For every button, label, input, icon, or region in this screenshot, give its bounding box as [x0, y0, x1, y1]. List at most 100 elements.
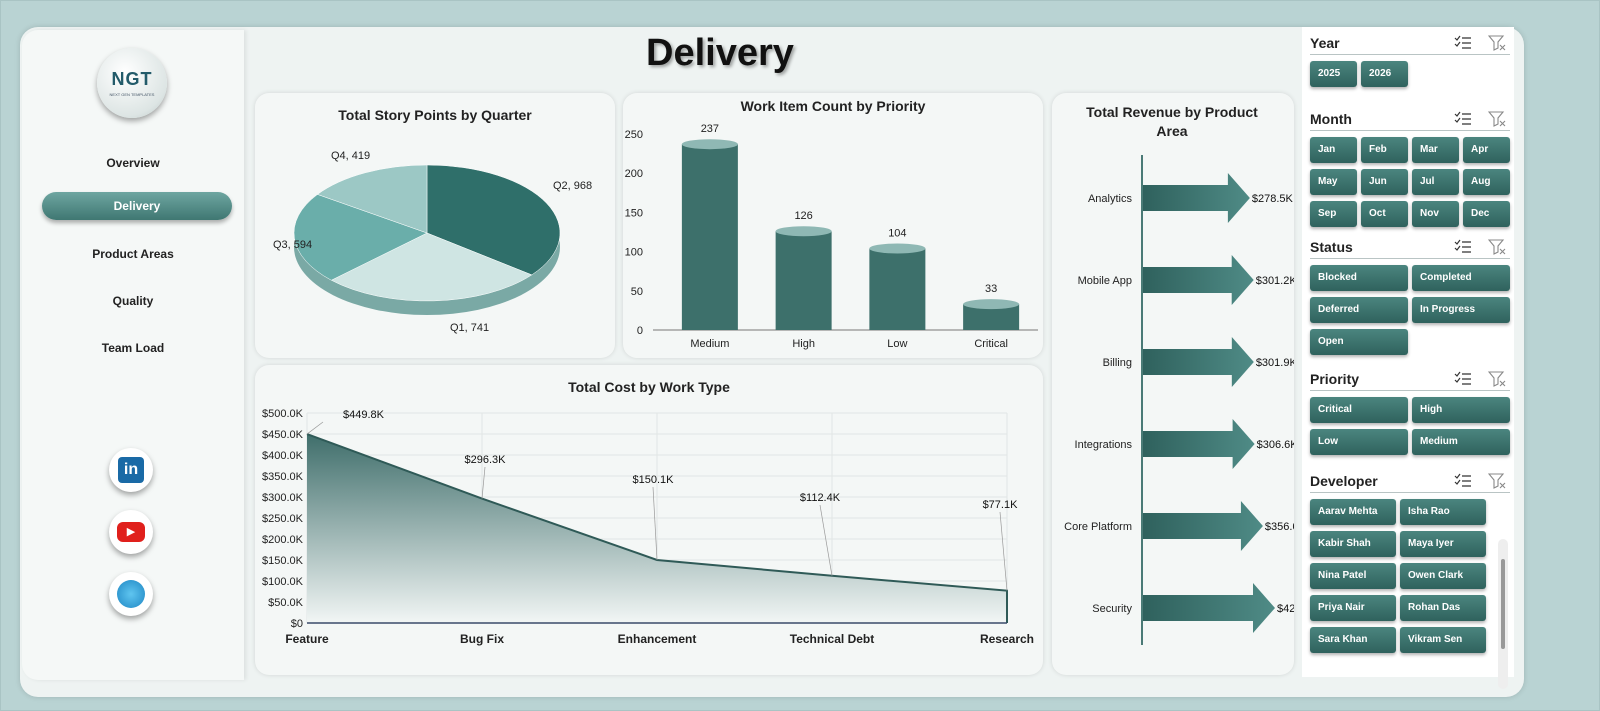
clear-filter-icon[interactable]: [1488, 35, 1506, 51]
y-tick-label: $500.0K: [262, 408, 304, 420]
revenue-arrow-billing: [1143, 337, 1254, 387]
filter-chip-year[interactable]: 2025: [1310, 61, 1357, 87]
filter-chip-developer[interactable]: Owen Clark: [1400, 563, 1486, 589]
multi-select-icon[interactable]: [1454, 239, 1472, 255]
linkedin-icon: in: [118, 457, 144, 483]
revenue-chart: Analytics $278.5K Mobile App $301.2K Billing…: [1064, 155, 1294, 645]
nav-product-areas[interactable]: Product Areas: [92, 247, 174, 261]
ngt-logo: NGT NEXT GEN TEMPLATES: [97, 48, 167, 118]
pie-label-q1: Q1, 741: [450, 322, 489, 334]
area-fill: [307, 434, 1007, 623]
bar-low: [869, 248, 926, 330]
filter-chip-priority[interactable]: High: [1412, 397, 1510, 423]
filter-chip-month[interactable]: Apr: [1463, 137, 1510, 163]
filter-chip-month[interactable]: Nov: [1412, 201, 1459, 227]
y-tick-label: $0: [291, 618, 303, 630]
revenue-value-label: $306.6K: [1257, 439, 1294, 451]
filter-chip-developer[interactable]: Maya Iyer: [1400, 531, 1486, 557]
pie-label-q2: Q2, 968: [553, 180, 592, 192]
nav-quality[interactable]: Quality: [112, 294, 154, 308]
revenue-value-label: $301.9K: [1256, 357, 1294, 369]
filter-chip-developer[interactable]: Vikram Sen: [1400, 627, 1486, 653]
area-value-label: $449.8K: [343, 409, 385, 421]
story-points-panel: Total Story Points by Quarter Q1, 741 Q2,…: [255, 93, 615, 358]
linkedin-button[interactable]: in: [109, 448, 153, 492]
revenue-arrow-integrations: [1143, 419, 1255, 469]
filter-header: Developer: [1310, 469, 1510, 493]
filter-chip-month[interactable]: Mar: [1412, 137, 1459, 163]
y-tick-label: $400.0K: [262, 450, 304, 462]
revenue-value-label: $356.0K: [1265, 521, 1294, 533]
developer-scrollbar[interactable]: [1498, 539, 1508, 689]
filter-chip-month[interactable]: May: [1310, 169, 1357, 195]
filter-chip-month[interactable]: Oct: [1361, 201, 1408, 227]
bar-medium: [681, 144, 738, 330]
filter-priority: Priority Critical High Low Medium: [1310, 367, 1510, 455]
filter-chip-developer[interactable]: Aarav Mehta: [1310, 499, 1396, 525]
filter-year: Year 2025 2026: [1310, 31, 1510, 87]
pie-label-q3: Q3, 594: [273, 239, 312, 251]
x-tick-label: Technical Debt: [790, 632, 874, 646]
nav-delivery[interactable]: Delivery: [42, 192, 232, 220]
bar-value-label: 126: [794, 210, 812, 222]
bar-value-label: 33: [985, 283, 997, 295]
filter-chip-month[interactable]: Jul: [1412, 169, 1459, 195]
filter-chip-status[interactable]: In Progress: [1412, 297, 1510, 323]
clear-filter-icon[interactable]: [1488, 239, 1506, 255]
filter-chip-priority[interactable]: Critical: [1310, 397, 1408, 423]
bar-top-critical: [963, 299, 1020, 310]
filter-chip-status[interactable]: Blocked: [1310, 265, 1408, 291]
youtube-icon: ▶: [117, 522, 145, 542]
revenue-panel: Total Revenue by Product Area Analytics $…: [1052, 93, 1294, 675]
multi-select-icon[interactable]: [1454, 371, 1472, 387]
revenue-arrow-mobile-app: [1143, 255, 1254, 305]
nav-overview[interactable]: Overview: [106, 156, 160, 170]
filter-chip-status[interactable]: Completed: [1412, 265, 1510, 291]
filter-chip-developer[interactable]: Rohan Das: [1400, 595, 1486, 621]
filter-chip-priority[interactable]: Low: [1310, 429, 1408, 455]
y-tick-label: $250.0K: [262, 513, 304, 525]
youtube-button[interactable]: ▶: [109, 510, 153, 554]
multi-select-icon[interactable]: [1454, 35, 1472, 51]
filter-header: Status: [1310, 235, 1510, 259]
clear-filter-icon[interactable]: [1488, 371, 1506, 387]
website-button[interactable]: [109, 572, 153, 616]
revenue-chart-title: Total Revenue by Product Area: [1086, 104, 1258, 139]
y-tick-label: $450.0K: [262, 429, 304, 441]
bar-high: [775, 231, 832, 330]
category-label: Analytics: [1088, 193, 1133, 205]
revenue-arrow-core-platform: [1143, 501, 1263, 551]
category-label: Core Platform: [1064, 521, 1132, 533]
y-tick-label: 100: [625, 247, 643, 259]
filter-chip-status[interactable]: Deferred: [1310, 297, 1408, 323]
clear-filter-icon[interactable]: [1488, 473, 1506, 489]
filter-chip-month[interactable]: Dec: [1463, 201, 1510, 227]
nav-team-load[interactable]: Team Load: [101, 341, 165, 355]
filter-chip-priority[interactable]: Medium: [1412, 429, 1510, 455]
filter-chip-status[interactable]: Open: [1310, 329, 1408, 355]
filter-chip-developer[interactable]: Isha Rao: [1400, 499, 1486, 525]
area-value-label: $77.1K: [983, 499, 1019, 511]
filter-chip-month[interactable]: Aug: [1463, 169, 1510, 195]
scrollbar-thumb[interactable]: [1501, 559, 1505, 649]
clear-filter-icon[interactable]: [1488, 111, 1506, 127]
filter-chip-developer[interactable]: Kabir Shah: [1310, 531, 1396, 557]
filter-chip-month[interactable]: Jun: [1361, 169, 1408, 195]
filter-chip-developer[interactable]: Nina Patel: [1310, 563, 1396, 589]
y-tick-label: $300.0K: [262, 492, 304, 504]
cost-panel: Total Cost by Work Type $0 $50.0K $100.0K $…: [255, 365, 1043, 675]
multi-select-icon[interactable]: [1454, 111, 1472, 127]
filter-chip-year[interactable]: 2026: [1361, 61, 1408, 87]
y-tick-label: 200: [625, 168, 643, 180]
pie-slice-q4: [316, 164, 428, 234]
page-title: Delivery: [646, 32, 794, 74]
multi-select-icon[interactable]: [1454, 473, 1472, 489]
filter-chip-month[interactable]: Jan: [1310, 137, 1357, 163]
filter-chip-month[interactable]: Sep: [1310, 201, 1357, 227]
x-tick-label: Research: [980, 632, 1034, 646]
filter-chip-developer[interactable]: Priya Nair: [1310, 595, 1396, 621]
x-tick-label: Medium: [690, 338, 729, 350]
filter-chip-month[interactable]: Feb: [1361, 137, 1408, 163]
filter-chip-developer[interactable]: Sara Khan: [1310, 627, 1396, 653]
bar-chart-title: Work Item Count by Priority: [740, 98, 926, 114]
